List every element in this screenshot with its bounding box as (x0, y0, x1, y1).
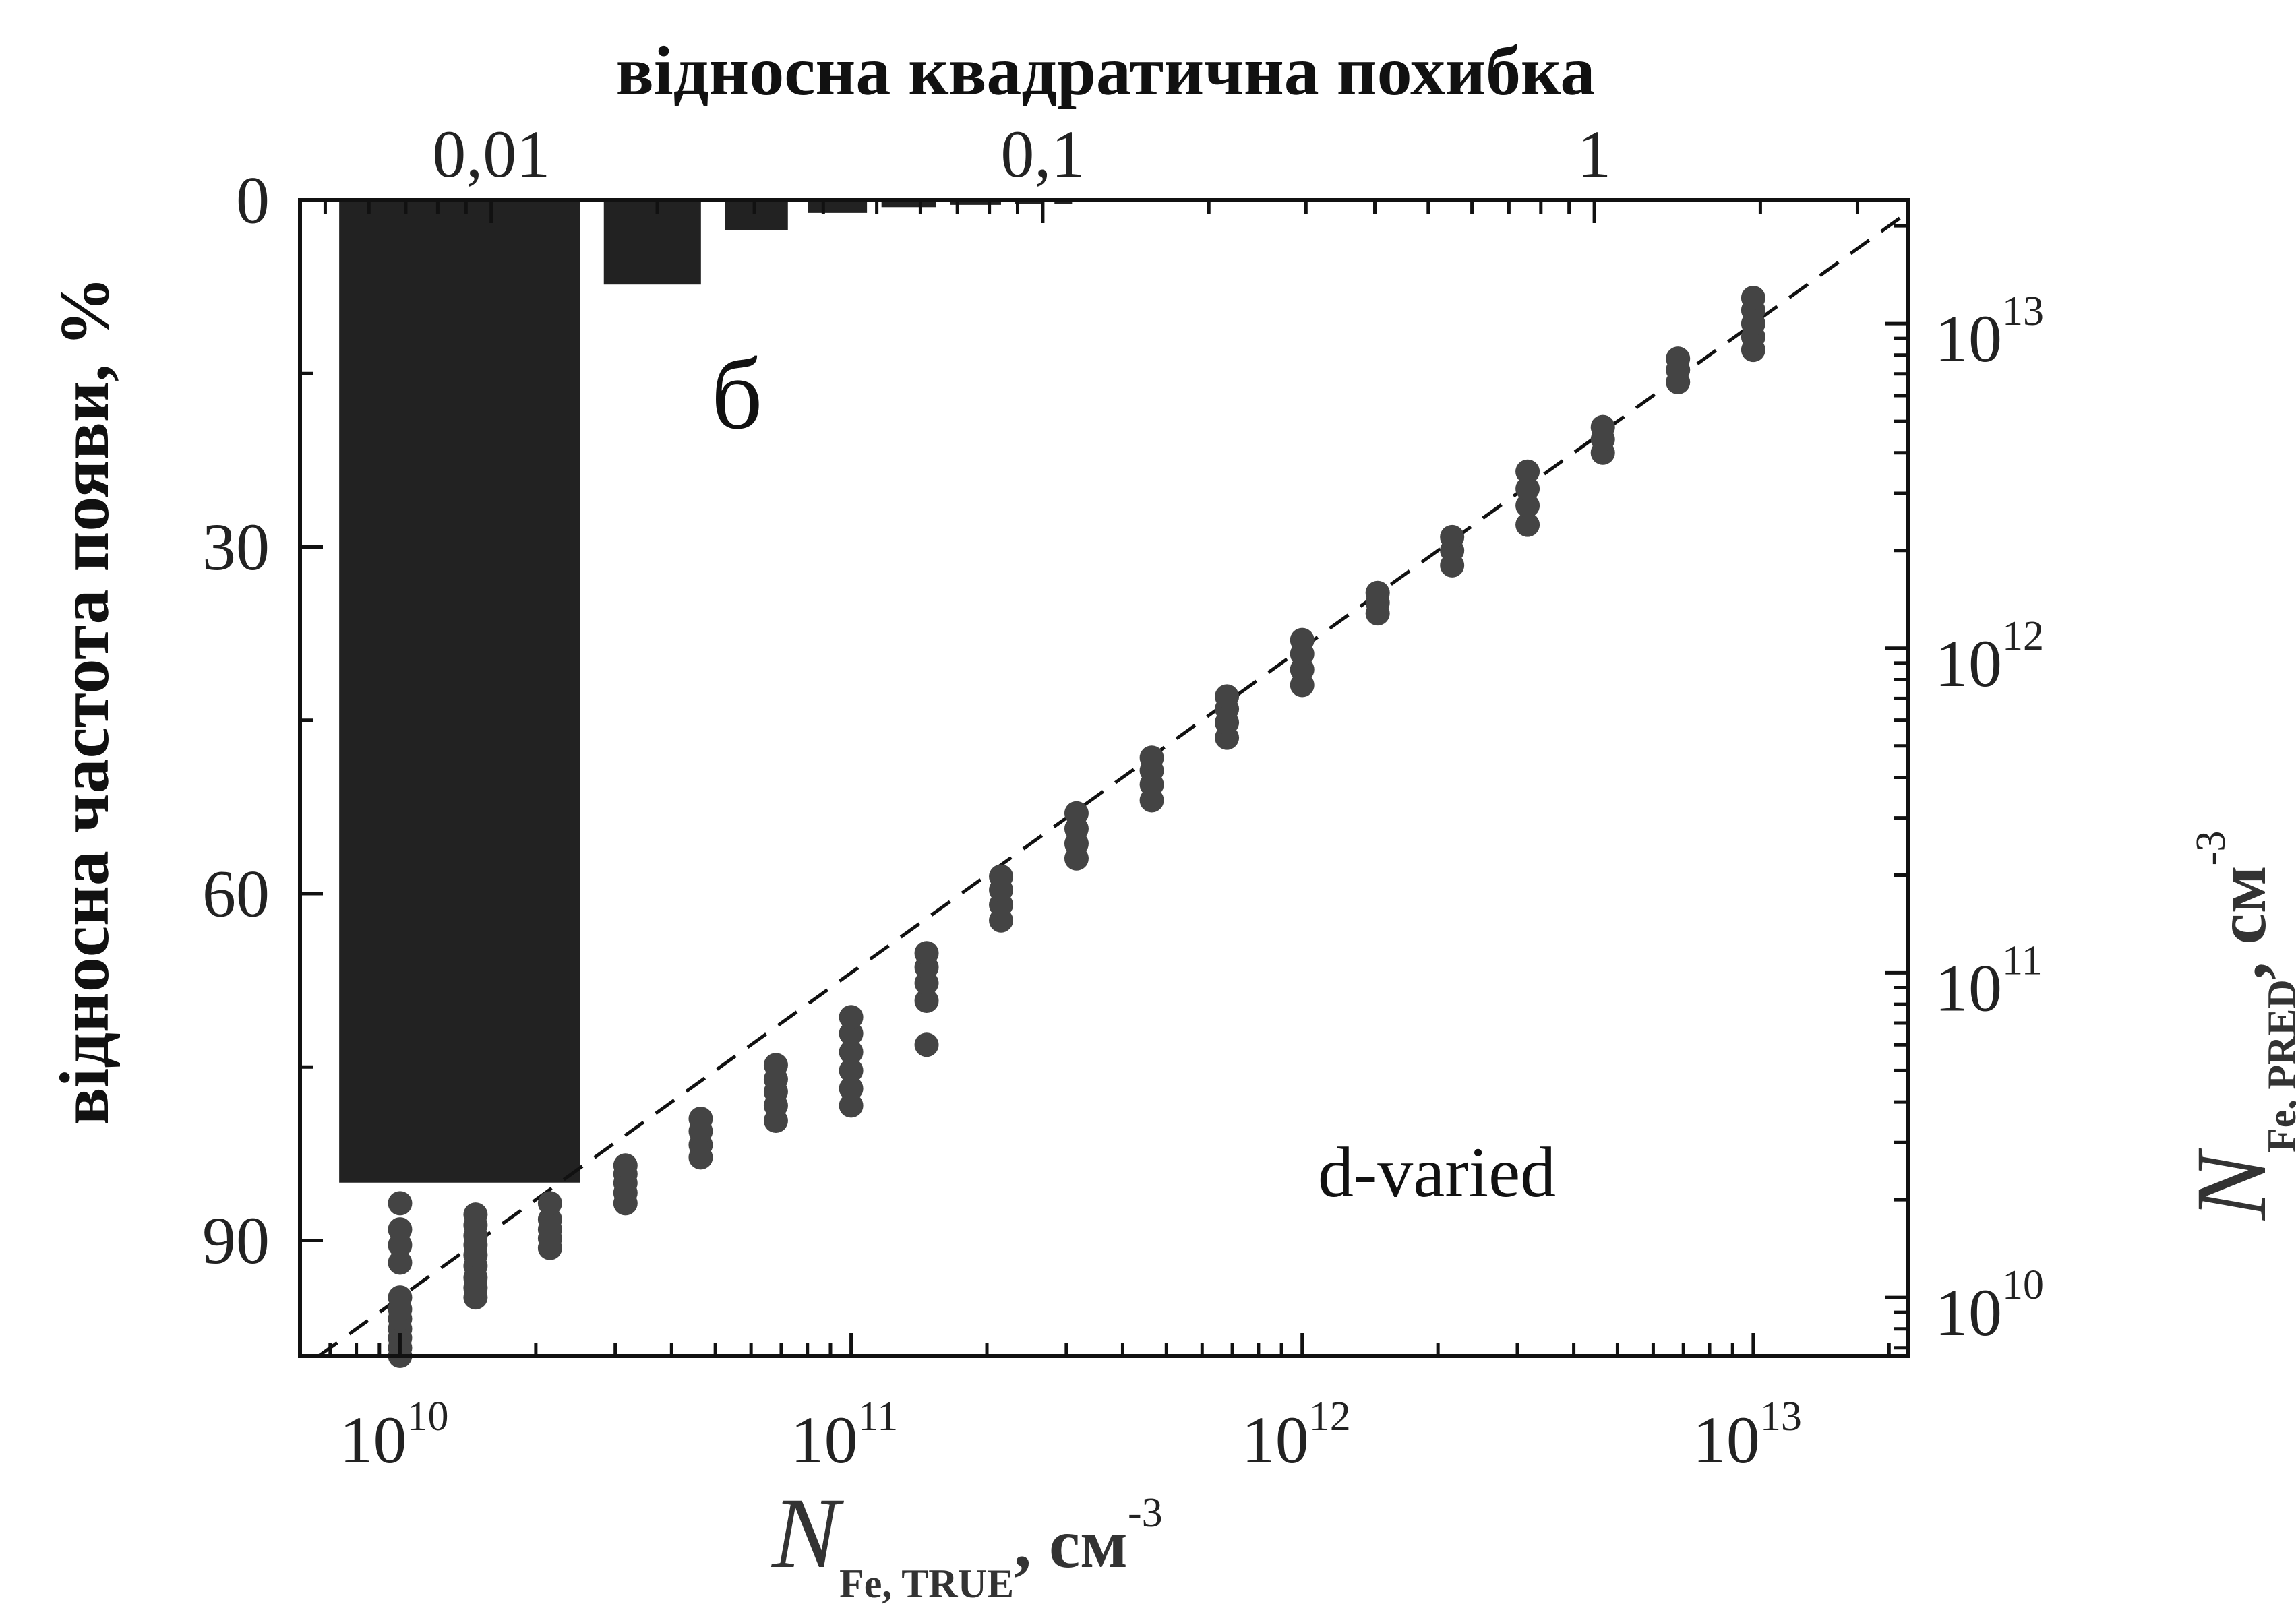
scatter-point (613, 1153, 638, 1178)
scatter-point (388, 1250, 413, 1275)
top-axis-title: відносна квадратична похибка (616, 32, 1596, 110)
reference-line-layer (318, 211, 1909, 1358)
scatter-point (388, 1217, 413, 1242)
scatter-point (1365, 580, 1390, 605)
histogram-bar (603, 200, 701, 285)
scatter-point (1064, 801, 1089, 826)
tick-base: 10 (791, 1402, 858, 1477)
histogram-bar (725, 200, 788, 230)
tick-exponent: 12 (1309, 1394, 1351, 1440)
axis-title-subscript: Fe, PRED (2260, 979, 2296, 1152)
scatter-point (839, 1005, 864, 1030)
tick-exponent: 12 (2002, 613, 2044, 659)
scatter-point (1515, 459, 1540, 484)
tick-base: 10 (1935, 301, 2002, 376)
axis-title-exponent: -3 (2188, 831, 2234, 866)
tick-exponent: 13 (2002, 288, 2044, 334)
histogram-bar (950, 200, 1001, 205)
panel-label: б (711, 338, 762, 450)
scatter-point (1515, 476, 1540, 501)
scatter-point (1139, 745, 1164, 770)
left-tick-label: 30 (202, 510, 270, 584)
scatter-points (388, 285, 1765, 1368)
scatter-point (388, 1191, 413, 1216)
scatter-point (688, 1107, 713, 1132)
histogram-bar (881, 200, 936, 208)
scatter-point (1590, 414, 1615, 439)
scatter-point (1515, 512, 1540, 537)
scatter-point (839, 1076, 864, 1101)
histogram-bar (339, 200, 580, 1183)
scatter-point (914, 941, 939, 966)
bottom-tick-label: 1012 (1242, 1394, 1351, 1477)
bottom-axis-title: NFe, TRUE, см-3 (771, 1477, 1163, 1604)
scatter-point (763, 1053, 788, 1078)
axis-title-symbol: N (2175, 1148, 2287, 1221)
tick-base: 10 (1935, 1275, 2002, 1350)
right-tick-label: 1013 (1935, 288, 2044, 376)
scatter-point (839, 1093, 864, 1118)
bottom-tick-labels: 1010 1011 1012 1013 (339, 1394, 1801, 1477)
tick-exponent: 13 (1760, 1394, 1802, 1440)
left-tick-label: 90 (202, 1203, 270, 1278)
tick-exponent: 11 (2002, 937, 2043, 983)
scatter-point (914, 988, 939, 1013)
scatter-point (839, 1040, 864, 1065)
bottom-tick-label: 1013 (1693, 1394, 1802, 1477)
scatter-point (388, 1285, 413, 1310)
bottom-tick-label: 1010 (339, 1394, 448, 1477)
tick-exponent: 10 (406, 1394, 448, 1440)
scatter-point (1215, 684, 1240, 709)
left-tick-label: 60 (202, 857, 270, 931)
right-tick-label: 1010 (1935, 1262, 2044, 1350)
top-tick-label: 0,01 (432, 117, 550, 191)
right-tick-label: 1012 (1935, 613, 2044, 701)
axis-title-subscript: Fe, TRUE (839, 1562, 1014, 1604)
annotation-d-varied: d-varied (1318, 1133, 1556, 1212)
scatter-point (537, 1191, 562, 1216)
scatter-point (1741, 285, 1765, 310)
axis-title-symbol: N (771, 1477, 844, 1589)
scatter-point (989, 864, 1014, 889)
top-tick-label: 1 (1577, 117, 1611, 191)
tick-exponent: 11 (858, 1394, 899, 1440)
scatter-point (839, 1058, 864, 1083)
right-tick-labels: 1010 1011 1012 1013 (1935, 288, 2044, 1349)
tick-base: 10 (1935, 950, 2002, 1025)
right-tick-label: 1011 (1935, 937, 2043, 1025)
axis-title-unit: , см (1014, 1505, 1128, 1582)
scatter-point (914, 1032, 939, 1057)
scatter-point (1666, 346, 1691, 371)
tick-base: 10 (1693, 1402, 1760, 1477)
left-tick-label: 0 (236, 163, 270, 238)
tick-exponent: 10 (2002, 1262, 2044, 1308)
axis-title-unit: , см (2203, 865, 2280, 979)
scatter-point (1515, 493, 1540, 518)
tick-marks (298, 198, 1908, 1356)
bottom-tick-label: 1011 (791, 1394, 899, 1477)
scatter-point (1440, 524, 1465, 549)
tick-base: 10 (1242, 1402, 1309, 1477)
scatter-point (1290, 627, 1315, 652)
plot-frame (298, 198, 1910, 1358)
left-axis-title: відносна частота появи, % (46, 276, 123, 1125)
tick-base: 10 (1935, 625, 2002, 700)
scatter-point (463, 1202, 488, 1227)
right-axis-title: NFe, PRED, см-3 (2175, 831, 2296, 1221)
axis-title-exponent: -3 (1128, 1490, 1163, 1536)
reference-line (318, 211, 1909, 1358)
tick-base: 10 (339, 1402, 406, 1477)
top-tick-label: 0,1 (1000, 117, 1085, 191)
